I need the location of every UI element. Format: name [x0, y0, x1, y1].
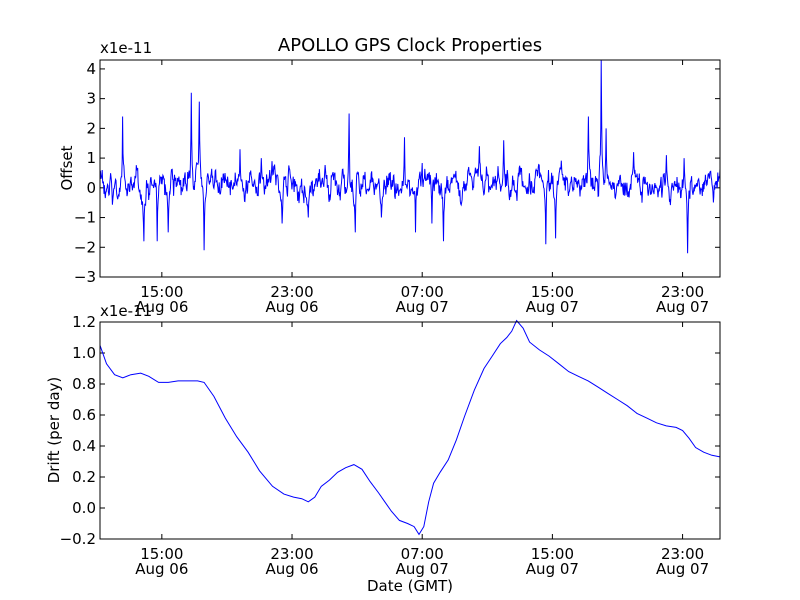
- offset-y-axis-label: Offset: [58, 145, 76, 190]
- offset-y-tick-label: 1: [86, 149, 96, 167]
- offset-y-tick-label: 2: [86, 119, 96, 137]
- offset-y-tick-label: 0: [86, 179, 96, 197]
- offset-y-tick-label: −3: [74, 268, 96, 286]
- drift-x-tick-date: Aug 06: [265, 560, 318, 578]
- offset-series-line: [100, 60, 720, 253]
- drift-panel: x1e-11 Drift (per day) −0.2 0.0 0.2 0.4 0.6 0…: [45, 302, 720, 595]
- drift-y-tick-label: 0.0: [72, 499, 96, 517]
- offset-x-tick-date: Aug 07: [396, 298, 449, 316]
- drift-y-tick-label: 0.8: [72, 375, 96, 393]
- drift-x-tick-date: Aug 06: [135, 560, 188, 578]
- drift-x-tick-date: Aug 07: [526, 560, 579, 578]
- offset-panel-multiplier: x1e-11: [100, 39, 152, 57]
- offset-x-tick-date: Aug 06: [265, 298, 318, 316]
- drift-y-tick-label: 0.4: [72, 437, 96, 455]
- drift-x-ticks: 15:00Aug 0623:00Aug 0607:00Aug 0715:00Au…: [135, 322, 709, 578]
- offset-y-tick-label: 4: [86, 60, 96, 78]
- drift-y-tick-label: 1.2: [72, 313, 96, 331]
- offset-x-tick-date: Aug 07: [656, 298, 709, 316]
- drift-y-axis-label: Drift (per day): [45, 377, 63, 484]
- drift-x-tick-date: Aug 07: [396, 560, 449, 578]
- drift-panel-multiplier: x1e-11: [100, 302, 152, 320]
- offset-y-tick-label: 3: [86, 90, 96, 108]
- drift-y-ticks: −0.2 0.0 0.2 0.4 0.6 0.8 1.0 1.2: [60, 313, 720, 548]
- figure-title: APOLLO GPS Clock Properties: [278, 35, 542, 56]
- offset-y-tick-label: −1: [74, 209, 96, 227]
- drift-y-tick-label: −0.2: [60, 530, 96, 548]
- drift-x-tick-date: Aug 07: [656, 560, 709, 578]
- offset-panel: x1e-11 Offset −3−2−101234 15:00Aug 0623:…: [58, 39, 720, 316]
- drift-y-tick-label: 0.6: [72, 406, 96, 424]
- offset-plot-area: [100, 60, 720, 253]
- offset-x-tick-date: Aug 07: [526, 298, 579, 316]
- drift-plot-area: [100, 321, 720, 535]
- offset-y-tick-label: −2: [74, 238, 96, 256]
- drift-y-tick-label: 0.2: [72, 468, 96, 486]
- drift-series-line: [100, 321, 720, 535]
- drift-y-tick-label: 1.0: [72, 344, 96, 362]
- drift-axes-frame: [100, 322, 720, 539]
- drift-x-axis-label: Date (GMT): [367, 577, 453, 595]
- offset-axes-frame: [100, 60, 720, 277]
